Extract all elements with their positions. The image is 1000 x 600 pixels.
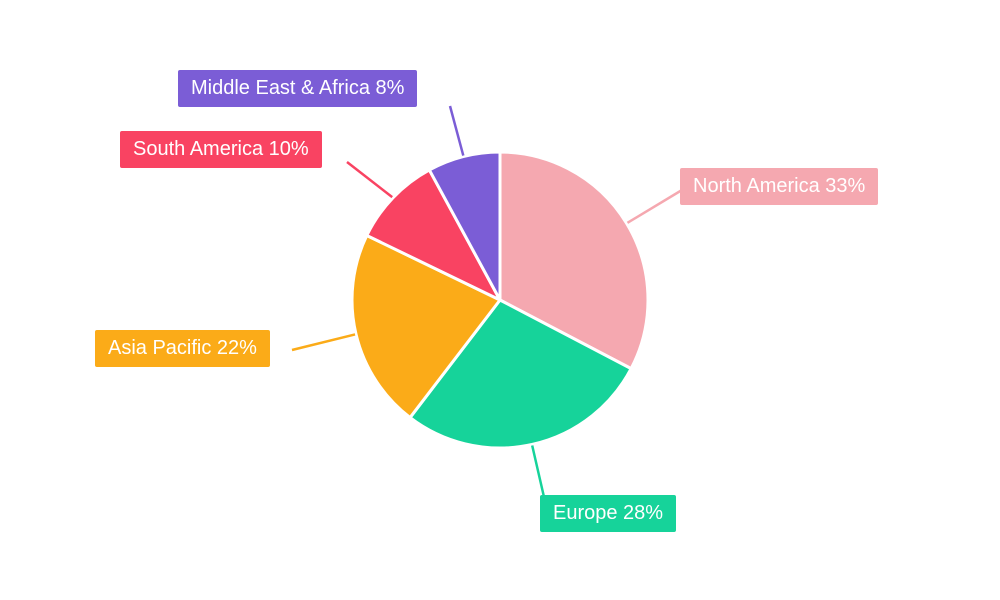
- label-middle-east-africa: Middle East & Africa 8%: [178, 70, 418, 107]
- label-south-america: South America 10%: [120, 131, 322, 168]
- leader-line-middle-east-africa: [448, 105, 465, 156]
- pie-slice-asia-pacific[interactable]: [350, 233, 502, 420]
- pie-slice-south-america[interactable]: [365, 168, 502, 302]
- leader-line-asia-pacific: [291, 333, 356, 352]
- pie-slice-north-america[interactable]: [498, 150, 650, 371]
- pie-slice-middle-east-africa[interactable]: [427, 150, 502, 302]
- leader-line-south-america: [346, 161, 393, 199]
- label-north-america: North America 33%: [680, 168, 879, 205]
- pie-slice-europe[interactable]: [408, 298, 633, 450]
- label-europe: Europe 28%: [540, 495, 677, 532]
- label-asia-pacific: Asia Pacific 22%: [95, 330, 270, 367]
- leader-line-north-america: [626, 188, 683, 224]
- leader-line-europe: [530, 445, 546, 498]
